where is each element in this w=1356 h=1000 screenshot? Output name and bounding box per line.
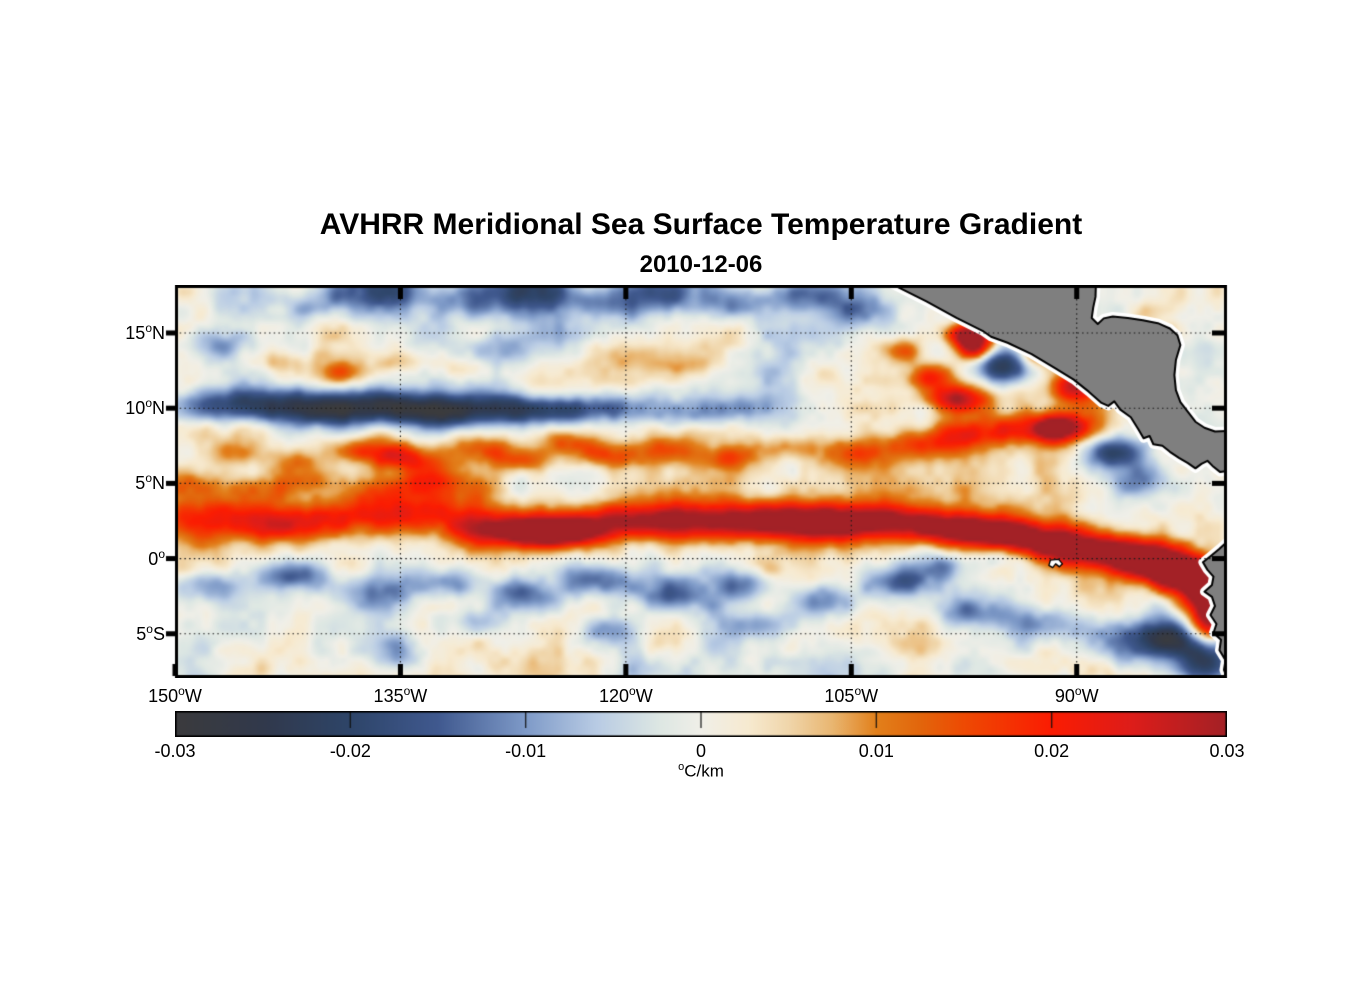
- colorbar-tick-label: -0.02: [329, 741, 371, 761]
- x-axis-tick-label: 135oW: [373, 684, 428, 706]
- x-axis-tick-label: 90oW: [1054, 684, 1099, 706]
- y-axis-tick-label: 5oS: [136, 621, 165, 644]
- colorbar-unit-label: oC/km: [678, 761, 724, 781]
- colorbar-tick-label: 0: [695, 741, 707, 761]
- chart-date: 2010-12-06: [639, 251, 763, 278]
- chart-title: AVHRR Meridional Sea Surface Temperature…: [319, 208, 1083, 241]
- colorbar-tick-label: -0.01: [505, 741, 547, 761]
- map-heatmap-canvas: [160, 285, 1240, 678]
- y-axis-tick-label: 0o: [148, 546, 165, 569]
- x-axis-tick-label: 150oW: [148, 684, 202, 706]
- y-axis-tick-label: 5oN: [135, 471, 165, 494]
- y-axis-tick-label: 15oN: [125, 320, 165, 343]
- colorbar-tick-label: 0.02: [1034, 741, 1070, 761]
- y-axis-tick-label: 10oN: [125, 396, 165, 419]
- x-axis-tick-label: 120oW: [598, 684, 653, 706]
- colorbar-tick-label: 0.03: [1209, 741, 1245, 761]
- colorbar-canvas: [175, 711, 1227, 737]
- colorbar-tick-label: 0.01: [858, 741, 894, 761]
- colorbar-tick-label: -0.03: [154, 741, 196, 761]
- x-axis-tick-label: 105oW: [824, 684, 879, 706]
